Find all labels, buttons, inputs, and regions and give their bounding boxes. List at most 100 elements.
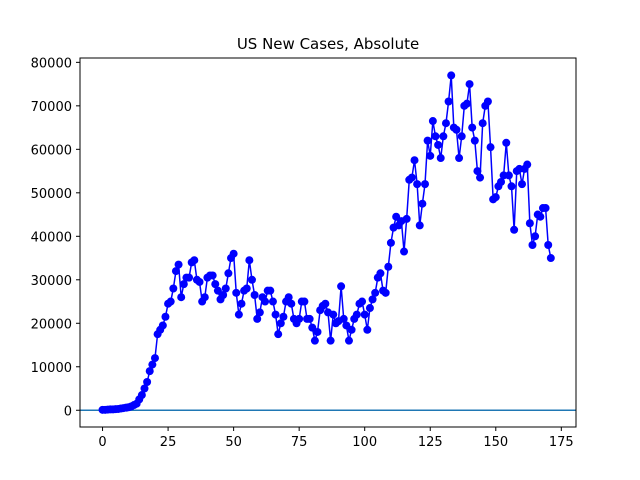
data-point — [504, 171, 513, 180]
data-point — [452, 125, 461, 134]
y-tick-label: 30000 — [31, 274, 72, 289]
data-point — [245, 256, 254, 265]
data-point — [150, 354, 159, 363]
data-point — [190, 256, 199, 265]
data-point — [468, 123, 477, 132]
data-point — [544, 241, 553, 249]
data-point — [339, 314, 348, 323]
data-point — [407, 173, 416, 182]
data-point — [473, 167, 482, 176]
data-point — [247, 275, 256, 284]
data-point — [497, 177, 506, 186]
data-point — [237, 299, 246, 308]
data-point — [137, 391, 146, 400]
data-point — [161, 312, 170, 321]
data-point — [321, 299, 330, 308]
data-point — [368, 295, 377, 304]
data-point — [381, 288, 390, 297]
data-point — [185, 273, 194, 282]
x-tick-label: 50 — [225, 435, 242, 450]
data-point — [250, 291, 259, 300]
data-point — [371, 288, 380, 297]
data-point — [510, 225, 519, 234]
data-point — [439, 132, 448, 141]
data-point — [219, 291, 228, 300]
data-point — [337, 282, 346, 291]
data-point — [507, 182, 516, 191]
data-point — [502, 138, 511, 147]
data-point — [431, 132, 440, 141]
data-point — [402, 214, 411, 223]
data-point — [392, 212, 401, 221]
data-point — [376, 269, 385, 278]
data-point — [347, 325, 356, 334]
data-point — [208, 271, 217, 280]
data-point — [213, 286, 222, 295]
data-point — [536, 212, 545, 221]
y-tick-label: 60000 — [31, 143, 72, 158]
data-point — [423, 136, 432, 145]
data-point — [455, 154, 464, 163]
data-point — [413, 180, 422, 189]
data-point — [255, 308, 264, 317]
x-tick-label: 0 — [98, 435, 106, 450]
data-point — [546, 254, 555, 263]
data-point — [462, 99, 471, 108]
data-point — [531, 232, 540, 241]
data-point — [242, 284, 251, 293]
data-point — [295, 314, 304, 323]
data-point — [470, 136, 479, 145]
data-point — [444, 97, 453, 106]
y-tick-label: 10000 — [31, 361, 72, 376]
data-point — [158, 321, 167, 330]
data-point — [352, 310, 361, 319]
data-point — [384, 262, 393, 271]
data-point — [326, 336, 335, 345]
data-point — [271, 310, 280, 319]
data-point — [418, 199, 427, 208]
data-point — [476, 173, 485, 182]
data-point — [308, 323, 317, 332]
data-point — [342, 321, 351, 330]
x-tick-label: 150 — [483, 435, 508, 450]
data-point — [305, 314, 314, 323]
data-point — [478, 119, 487, 128]
data-point — [486, 143, 495, 152]
data-point — [274, 330, 283, 339]
data-point — [148, 360, 157, 369]
plot-area: 0 25 50 75 100 125 150 175 0 10000 20000 30000 40000… — [31, 56, 577, 450]
data-point — [266, 286, 275, 295]
data-point — [177, 293, 186, 302]
data-point — [145, 367, 154, 376]
data-point — [174, 260, 183, 269]
chart-title: US New Cases, Absolute — [237, 35, 419, 53]
data-point — [229, 249, 238, 258]
data-point — [365, 304, 374, 313]
data-point — [426, 151, 435, 160]
y-tick-label: 40000 — [31, 230, 72, 245]
x-tick-label: 125 — [418, 435, 443, 450]
data-point — [143, 377, 152, 386]
data-point — [171, 267, 180, 276]
data-point — [518, 180, 526, 189]
data-point — [268, 297, 277, 306]
data-point — [221, 284, 230, 293]
y-tick-label: 0 — [64, 404, 72, 419]
data-point — [253, 314, 262, 323]
data-point — [400, 247, 409, 256]
x-tick-label: 100 — [352, 435, 377, 450]
data-point — [279, 312, 288, 321]
data-point — [140, 384, 149, 393]
data-point — [528, 241, 537, 249]
data-point — [344, 336, 353, 345]
data-point — [234, 310, 243, 319]
data-point — [436, 154, 445, 163]
data-point — [179, 280, 188, 289]
y-tick-label: 50000 — [31, 187, 72, 202]
data-point — [386, 238, 395, 247]
data-point — [224, 269, 233, 278]
data-point — [441, 119, 450, 128]
data-point — [457, 132, 466, 141]
